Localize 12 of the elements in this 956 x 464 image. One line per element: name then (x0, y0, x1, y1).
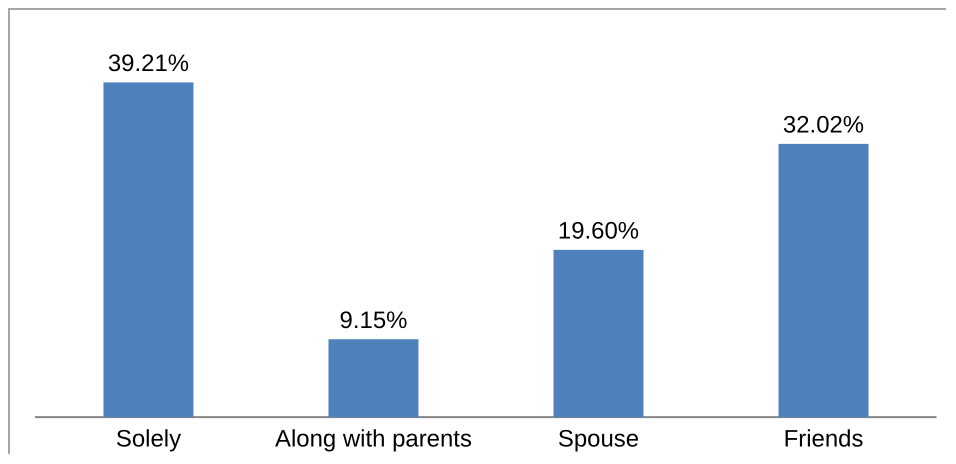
bar (328, 339, 418, 418)
bar (553, 250, 644, 418)
data-label: 32.02% (782, 112, 864, 139)
x-tick-label: Solely (116, 425, 182, 452)
data-label: 39.21% (108, 50, 190, 78)
x-tick-label: Friends (784, 425, 864, 452)
x-tick-label: Spouse (558, 425, 640, 452)
x-tick-label: Along with parents (275, 425, 472, 452)
data-label: 9.15% (340, 306, 408, 334)
bar (103, 82, 194, 418)
bar (778, 144, 869, 418)
data-label: 19.60% (558, 218, 640, 245)
